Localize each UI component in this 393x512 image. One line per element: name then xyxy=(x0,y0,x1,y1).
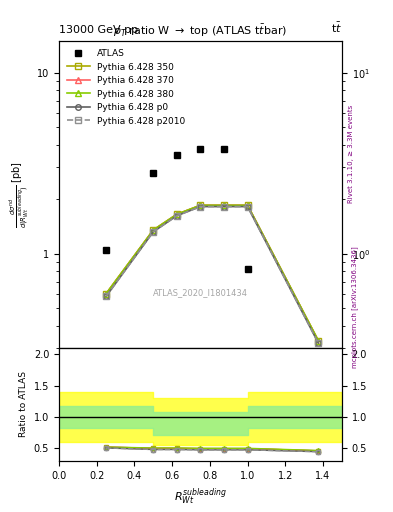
Line: Pythia 6.428 350: Pythia 6.428 350 xyxy=(103,203,321,344)
ATLAS xyxy=(222,146,226,152)
Pythia 6.428 p2010 xyxy=(104,293,108,300)
Title: $p_T$ ratio W $\rightarrow$ top (ATLAS t$\bar{t}$bar): $p_T$ ratio W $\rightarrow$ top (ATLAS t… xyxy=(113,23,288,39)
Text: t$\bar{t}$: t$\bar{t}$ xyxy=(331,21,342,35)
Pythia 6.428 p2010 xyxy=(316,340,321,346)
Pythia 6.428 380 xyxy=(316,337,321,344)
Line: Pythia 6.428 p2010: Pythia 6.428 p2010 xyxy=(103,204,321,346)
Line: Pythia 6.428 370: Pythia 6.428 370 xyxy=(103,203,321,344)
Text: ATLAS_2020_I1801434: ATLAS_2020_I1801434 xyxy=(153,288,248,297)
Text: 13000 GeV pp: 13000 GeV pp xyxy=(59,25,138,35)
Pythia 6.428 p0 xyxy=(245,203,250,209)
ATLAS xyxy=(104,247,108,253)
Pythia 6.428 380 xyxy=(104,291,108,297)
X-axis label: $R_{Wt}^{subleading}$: $R_{Wt}^{subleading}$ xyxy=(174,486,227,507)
Pythia 6.428 p2010 xyxy=(174,212,179,219)
Pythia 6.428 380 xyxy=(151,227,156,233)
Line: Pythia 6.428 p0: Pythia 6.428 p0 xyxy=(103,204,321,346)
Pythia 6.428 350 xyxy=(245,202,250,208)
Pythia 6.428 p0 xyxy=(222,203,226,209)
Pythia 6.428 380 xyxy=(222,202,226,208)
Text: Rivet 3.1.10, ≥ 3.3M events: Rivet 3.1.10, ≥ 3.3M events xyxy=(348,104,354,203)
ATLAS xyxy=(198,146,203,152)
Pythia 6.428 p2010 xyxy=(245,203,250,209)
ATLAS xyxy=(151,169,156,176)
Pythia 6.428 p0 xyxy=(316,340,321,346)
Pythia 6.428 380 xyxy=(198,202,203,208)
Line: ATLAS: ATLAS xyxy=(103,145,322,512)
Line: Pythia 6.428 380: Pythia 6.428 380 xyxy=(103,203,321,344)
Pythia 6.428 p0 xyxy=(198,203,203,209)
ATLAS xyxy=(174,152,179,158)
Pythia 6.428 p0 xyxy=(174,212,179,219)
Pythia 6.428 370 xyxy=(104,291,108,297)
Pythia 6.428 350 xyxy=(198,202,203,208)
Pythia 6.428 370 xyxy=(245,202,250,208)
Pythia 6.428 370 xyxy=(222,202,226,208)
Legend: ATLAS, Pythia 6.428 350, Pythia 6.428 370, Pythia 6.428 380, Pythia 6.428 p0, Py: ATLAS, Pythia 6.428 350, Pythia 6.428 37… xyxy=(63,46,189,129)
Text: mcplots.cern.ch [arXiv:1306.3436]: mcplots.cern.ch [arXiv:1306.3436] xyxy=(352,246,358,368)
Pythia 6.428 350 xyxy=(151,227,156,233)
Y-axis label: Ratio to ATLAS: Ratio to ATLAS xyxy=(19,372,28,437)
Pythia 6.428 380 xyxy=(245,202,250,208)
Pythia 6.428 350 xyxy=(174,211,179,218)
Pythia 6.428 370 xyxy=(316,337,321,344)
Pythia 6.428 p2010 xyxy=(222,203,226,209)
Pythia 6.428 p0 xyxy=(151,229,156,235)
Pythia 6.428 350 xyxy=(104,291,108,297)
Pythia 6.428 350 xyxy=(222,202,226,208)
Pythia 6.428 350 xyxy=(316,337,321,344)
Pythia 6.428 370 xyxy=(174,211,179,218)
Y-axis label: $\frac{d\sigma^{nd}}{d(R_{Wt}^{subleading})}$ [pb]: $\frac{d\sigma^{nd}}{d(R_{Wt}^{subleadin… xyxy=(8,161,31,228)
Pythia 6.428 370 xyxy=(198,202,203,208)
Pythia 6.428 370 xyxy=(151,227,156,233)
Pythia 6.428 p2010 xyxy=(198,203,203,209)
Pythia 6.428 p2010 xyxy=(151,229,156,235)
ATLAS xyxy=(245,266,250,272)
Pythia 6.428 380 xyxy=(174,211,179,218)
Pythia 6.428 p0 xyxy=(104,293,108,300)
